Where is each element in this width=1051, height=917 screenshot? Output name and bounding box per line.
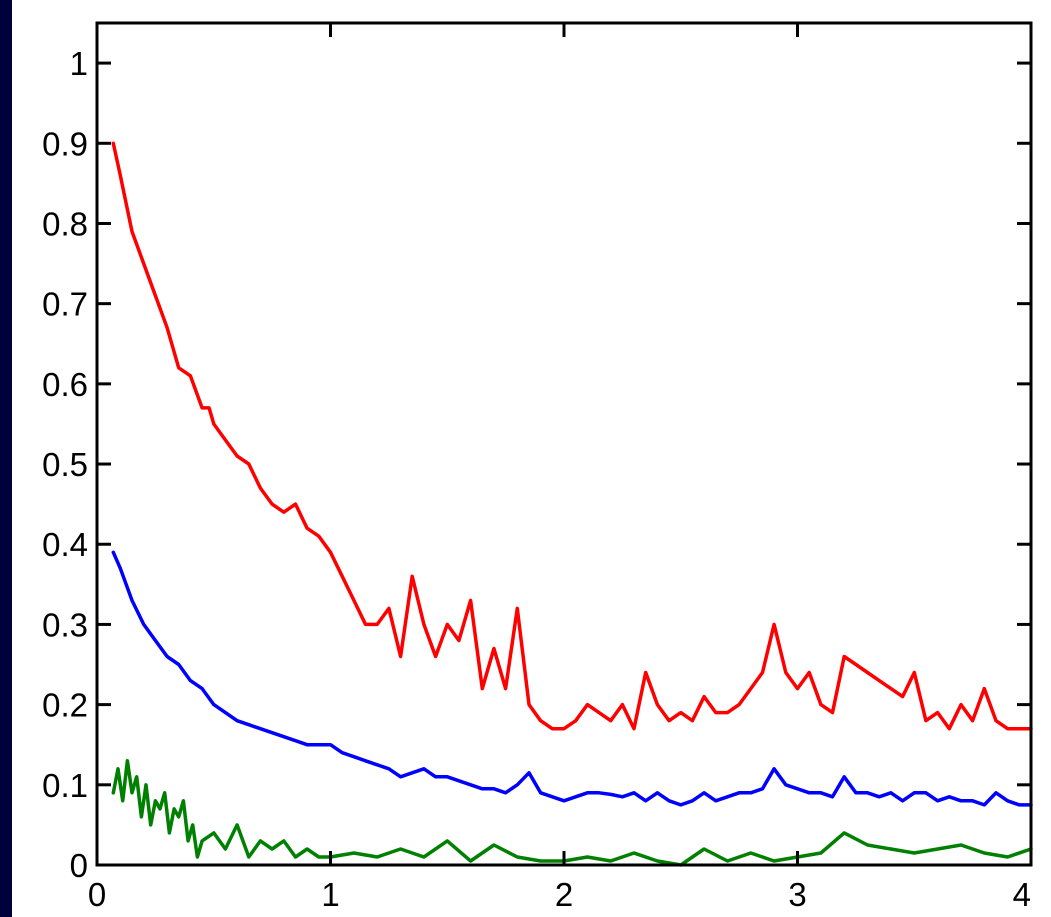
y-tick-label: 1: [70, 45, 88, 82]
x-tick-label: 0: [88, 876, 106, 913]
plot-panel: [12, 0, 1051, 917]
x-tick-labels: 0 1 2 3 4: [88, 876, 1031, 913]
tick-marks: [95, 23, 1033, 867]
series-line-0: [111, 141, 1033, 731]
x-tick-label: 1: [321, 876, 339, 913]
y-tick-label: 0.2: [42, 687, 88, 724]
y-tick-label: 0.4: [42, 526, 88, 563]
y-tick-labels: 0 0.1 0.2 0.3 0.4 0.5 0.6 0.7 0.8 0.9 1: [42, 45, 88, 884]
y-tick-label: 0.9: [42, 125, 88, 162]
y-tick-label: 0.6: [42, 366, 88, 403]
x-tick-label: 3: [788, 876, 806, 913]
y-tick-label: 0.7: [42, 286, 88, 323]
y-tick-label: 0.1: [42, 767, 88, 804]
y-tick-label: 0.5: [42, 446, 88, 483]
y-tick-label: 0: [70, 847, 88, 884]
x-tick-label: 2: [555, 876, 573, 913]
y-tick-label: 0.3: [42, 606, 88, 643]
y-tick-label: 0.8: [42, 205, 88, 242]
x-tick-label: 4: [1013, 876, 1031, 913]
series-line-1: [111, 550, 1033, 807]
